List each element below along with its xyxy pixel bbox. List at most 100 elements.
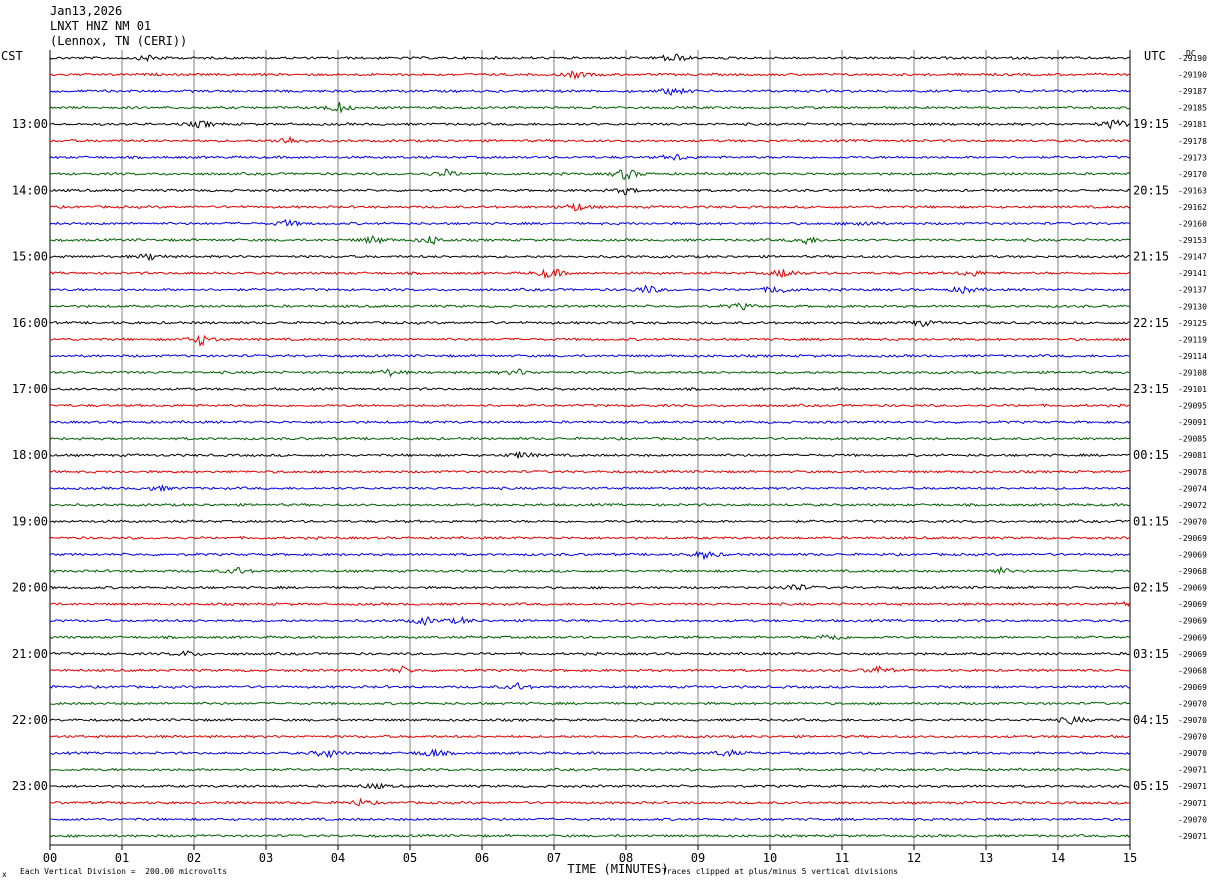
seismic-trace xyxy=(50,600,1131,607)
x-axis-label: TIME (MINUTES) xyxy=(567,862,668,876)
dc-offset-label: -29185 xyxy=(1178,104,1207,113)
seismic-trace xyxy=(49,119,1131,130)
seismic-trace xyxy=(49,701,1131,706)
seismic-trace xyxy=(49,833,1131,838)
dc-offset-label: -29069 xyxy=(1178,534,1207,543)
cst-hour-label: 18:00 xyxy=(12,448,48,462)
cst-hour-label: 17:00 xyxy=(12,382,48,396)
cst-hour-label: 13:00 xyxy=(12,117,48,131)
utc-hour-label: 01:15 xyxy=(1133,514,1169,528)
seismic-trace xyxy=(49,235,1131,246)
cst-label: CST xyxy=(1,49,23,63)
seismic-trace xyxy=(49,53,1131,63)
x-tick-label: 11 xyxy=(835,851,849,865)
utc-hour-label: 23:15 xyxy=(1133,382,1169,396)
seismic-trace xyxy=(49,550,1131,561)
seismic-trace xyxy=(49,302,1131,311)
x-tick-label: 07 xyxy=(547,851,561,865)
seismic-trace xyxy=(49,817,1131,822)
utc-hour-label: 00:15 xyxy=(1133,448,1169,462)
dc-offset-label: -29071 xyxy=(1178,799,1207,808)
utc-hour-label: 22:15 xyxy=(1133,316,1169,330)
scale-note: Each Vertical Division = 200.00 microvol… xyxy=(20,867,228,876)
seismic-trace xyxy=(49,101,1131,114)
dc-offset-label: -29170 xyxy=(1178,170,1207,179)
seismic-trace xyxy=(49,436,1131,441)
dc-offset-label: -29069 xyxy=(1178,617,1207,626)
dc-offset-label: -29069 xyxy=(1178,584,1207,593)
x-tick-label: 15 xyxy=(1123,851,1137,865)
cst-hour-label: 21:00 xyxy=(12,647,48,661)
cst-hour-label: 23:00 xyxy=(12,779,48,793)
dc-offset-label: -29187 xyxy=(1178,87,1207,96)
seismic-trace xyxy=(49,565,1131,575)
dc-offset-label: -29095 xyxy=(1178,402,1207,411)
seismic-trace xyxy=(49,368,1131,378)
x-tick-label: 03 xyxy=(259,851,273,865)
seismic-trace xyxy=(49,519,1131,524)
dc-offset-label: -29153 xyxy=(1178,236,1207,245)
dc-offset-label: -29181 xyxy=(1178,120,1207,129)
x-tick-label: 13 xyxy=(979,851,993,865)
seismic-trace xyxy=(49,386,1131,392)
x-tick-label: 04 xyxy=(331,851,345,865)
seismic-trace xyxy=(49,353,1131,358)
dc-offset-label: -29069 xyxy=(1178,633,1207,642)
seismic-trace xyxy=(49,535,1131,540)
dc-offset-label: -29101 xyxy=(1178,385,1207,394)
seismic-trace xyxy=(49,767,1131,772)
dc-offset-label: -29071 xyxy=(1178,782,1207,791)
dc-offset-label: -29091 xyxy=(1178,418,1207,427)
seismic-trace xyxy=(49,715,1131,725)
dc-offset-label: -29114 xyxy=(1178,352,1207,361)
utc-hour-label: 02:15 xyxy=(1133,581,1169,595)
dc-offset-label: -29070 xyxy=(1178,815,1207,824)
seismic-trace xyxy=(49,187,1131,196)
x-tick-label: 02 xyxy=(187,851,201,865)
seismic-trace xyxy=(49,153,1131,161)
utc-hour-label: 04:15 xyxy=(1133,713,1169,727)
dc-offset-label: -29069 xyxy=(1178,551,1207,560)
dc-offset-label: -29070 xyxy=(1178,716,1207,725)
cst-hour-label: 15:00 xyxy=(12,250,48,264)
seismic-trace xyxy=(49,782,1131,790)
seismic-trace xyxy=(49,484,1131,493)
dc-offset-label: -29173 xyxy=(1178,153,1207,162)
utc-hour-label: 21:15 xyxy=(1133,250,1169,264)
dc-offset-label: -29068 xyxy=(1178,666,1207,675)
seismic-trace xyxy=(49,284,1131,294)
seismic-trace xyxy=(49,734,1131,739)
utc-hour-label: 03:15 xyxy=(1133,647,1169,661)
seismic-trace xyxy=(49,268,1131,280)
dc-offset-label: -29069 xyxy=(1178,683,1207,692)
cst-hour-label: 22:00 xyxy=(12,713,48,727)
seismic-trace xyxy=(49,584,1131,592)
location-label: (Lennox, TN (CERI)) xyxy=(50,34,188,48)
cst-hour-label: 19:00 xyxy=(12,514,48,528)
seismic-trace xyxy=(49,202,1131,212)
dc-offset-label: -29190 xyxy=(1178,71,1207,80)
dc-offset-label: -29108 xyxy=(1178,368,1207,377)
seismic-trace xyxy=(49,135,1131,144)
seismic-trace xyxy=(49,634,1131,641)
date-label: Jan13,2026 xyxy=(50,4,123,18)
seismic-trace xyxy=(49,469,1131,474)
seismic-trace xyxy=(49,218,1131,227)
dc-offset-label: -29071 xyxy=(1178,832,1207,841)
scale-marker: x xyxy=(2,870,7,879)
seismic-trace xyxy=(49,403,1131,408)
dc-offset-label: -29069 xyxy=(1178,600,1207,609)
dc-offset-label: -29071 xyxy=(1178,766,1207,775)
dc-offset-label: -29069 xyxy=(1178,650,1207,659)
dc-offset-label: -29160 xyxy=(1178,220,1207,229)
seismic-trace xyxy=(49,419,1131,425)
seismic-trace xyxy=(49,797,1131,807)
utc-hour-label: 05:15 xyxy=(1133,779,1169,793)
seismic-trace xyxy=(49,451,1131,459)
seismic-trace xyxy=(49,87,1131,97)
dc-offset-label: -29074 xyxy=(1178,484,1207,493)
dc-offset-label: -29178 xyxy=(1178,137,1207,146)
dc-offset-label: -29070 xyxy=(1178,749,1207,758)
clip-note: Traces clipped at plus/minus 5 vertical … xyxy=(662,867,899,876)
seismic-trace xyxy=(49,665,1131,674)
